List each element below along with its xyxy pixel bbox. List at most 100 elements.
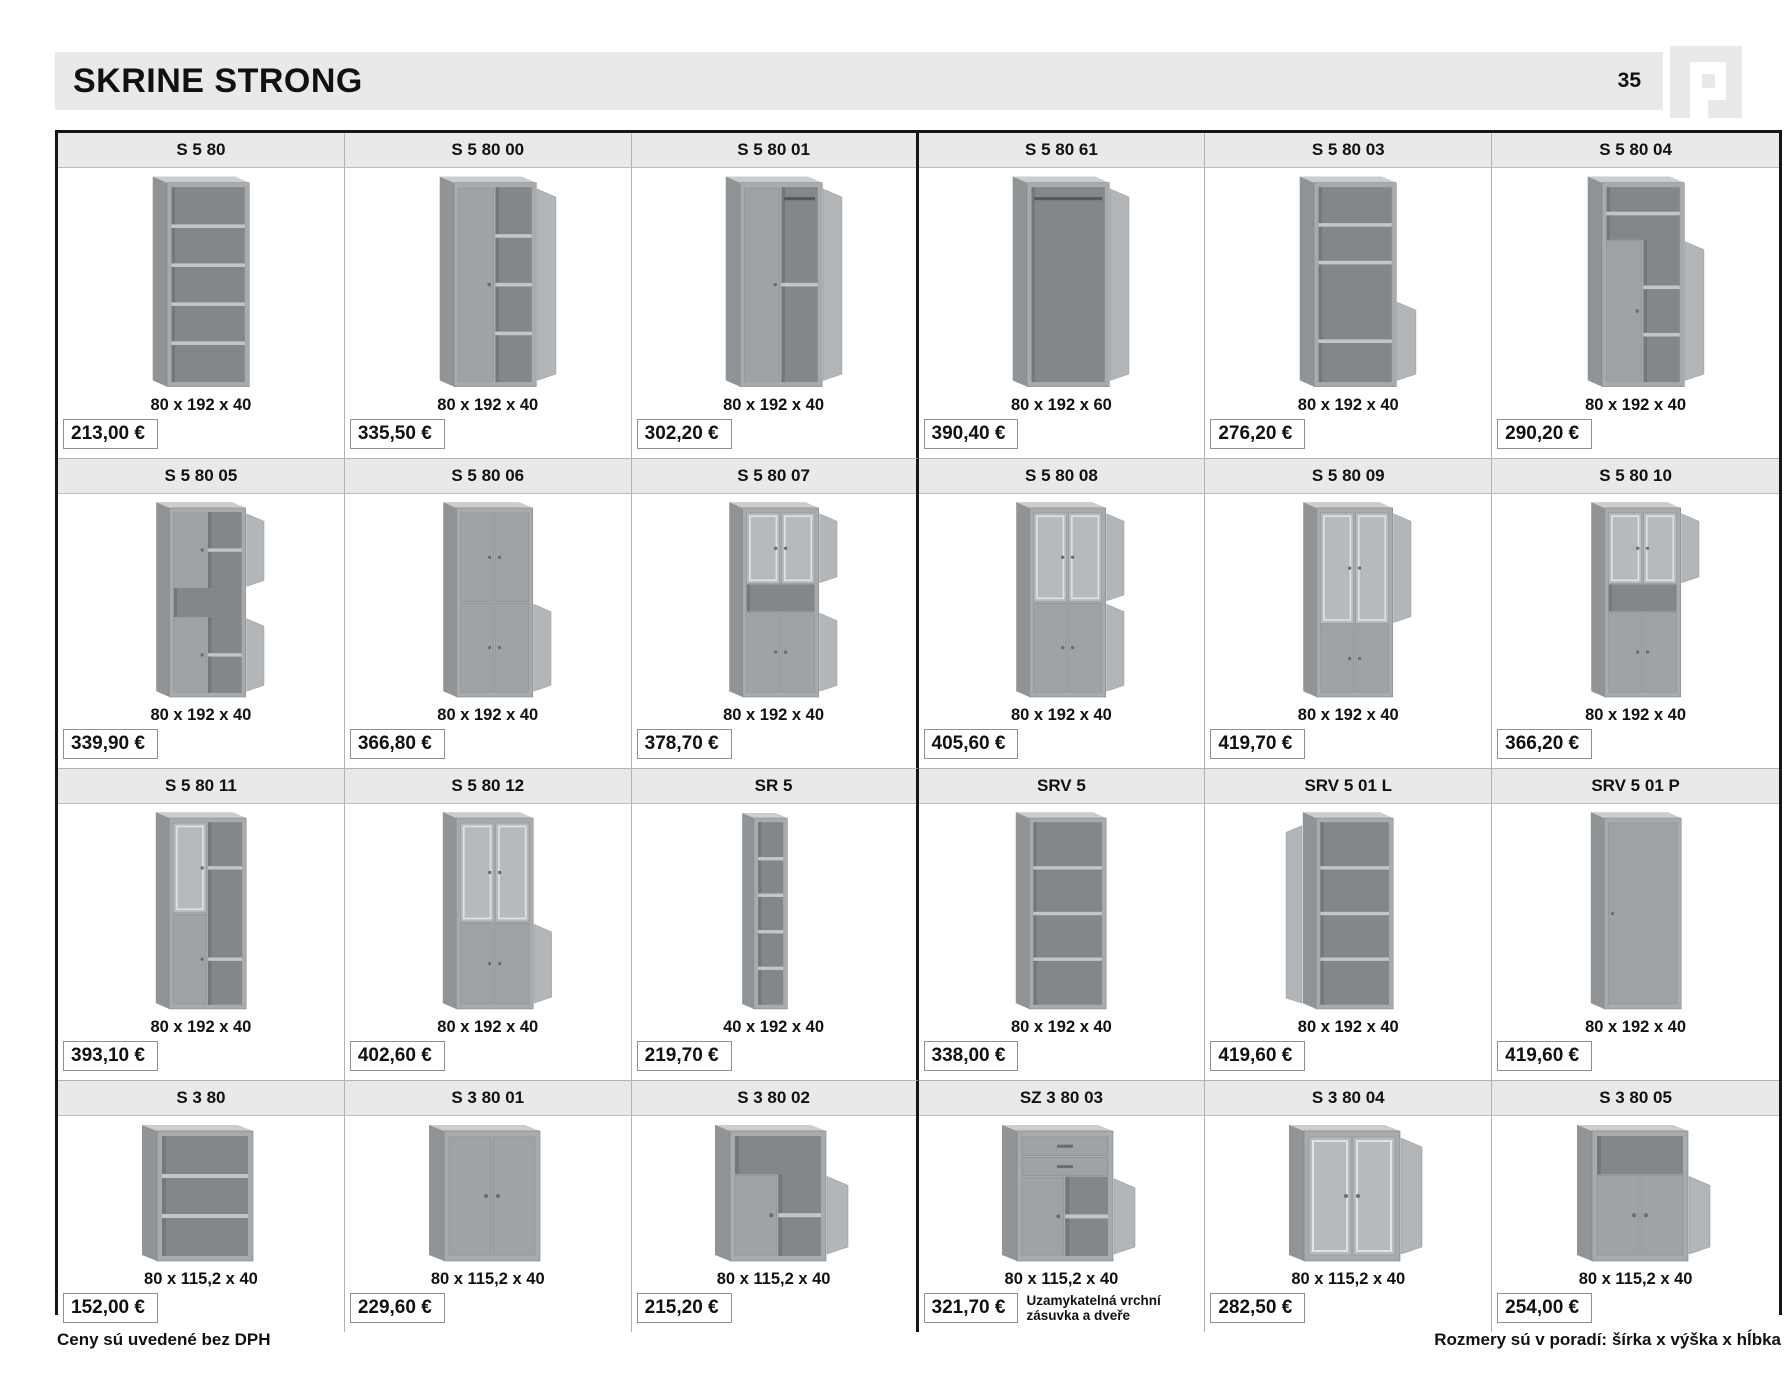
product-cell: S 5 80 08 80 x 192 x 40 405,60 € (918, 459, 1206, 769)
product-dimensions: 80 x 192 x 40 (437, 706, 539, 724)
price-tag: 419,60 € (1210, 1041, 1306, 1071)
price-tag: 229,60 € (349, 1293, 445, 1324)
product-code: SRV 5 (918, 769, 1205, 804)
price-row: 276,20 € (1205, 418, 1491, 458)
product-code: S 3 80 02 (631, 1081, 916, 1116)
product-dimensions: 80 x 192 x 40 (1010, 1018, 1112, 1036)
product-cell: S 5 80 01 80 x 192 x 40 302,20 € (631, 133, 919, 459)
price-tag: 215,20 € (636, 1293, 732, 1324)
cabinet-illustration (345, 168, 631, 394)
cabinet-illustration (919, 168, 1205, 394)
price-row: 393,10 € (58, 1040, 344, 1080)
product-code: S 5 80 10 (1492, 459, 1779, 494)
product-dimensions: 80 x 192 x 40 (1297, 706, 1399, 724)
price-row: 419,60 € (1492, 1040, 1779, 1080)
product-dimensions: 80 x 192 x 40 (723, 706, 825, 724)
product-cell: SR 5 40 x 192 x 40 219,70 € (631, 769, 919, 1081)
product-dimensions: 80 x 192 x 60 (1010, 396, 1112, 414)
product-dimensions: 80 x 192 x 40 (1585, 1018, 1687, 1036)
price-row: 152,00 € (58, 1292, 344, 1332)
product-code: S 5 80 00 (344, 133, 631, 168)
product-cell: S 5 80 06 80 x 192 x 40 366,80 € (344, 459, 632, 769)
product-dimensions: 80 x 192 x 40 (437, 1018, 539, 1036)
cabinet-illustration (1205, 804, 1491, 1016)
price-tag: 335,50 € (349, 419, 445, 449)
product-code: S 5 80 09 (1205, 459, 1492, 494)
product-code: S 3 80 04 (1205, 1081, 1492, 1116)
price-tag: 213,00 € (63, 419, 158, 449)
product-grid: S 5 80 80 x 192 x 40 213,00 € S 5 80 00 … (55, 130, 1782, 1333)
price-tag: 393,10 € (63, 1041, 158, 1071)
price-tag: 405,60 € (923, 729, 1019, 759)
product-dimensions: 80 x 192 x 40 (437, 396, 539, 414)
product-cell: S 5 80 00 80 x 192 x 40 335,50 € (344, 133, 632, 459)
product-code: S 5 80 04 (1492, 133, 1779, 168)
product-cell: SRV 5 01 P 80 x 192 x 40 419,60 € (1492, 769, 1779, 1081)
cabinet-illustration (58, 804, 344, 1016)
price-tag: 276,20 € (1210, 419, 1306, 449)
product-dimensions: 80 x 192 x 40 (150, 1018, 252, 1036)
price-row: 338,00 € (919, 1040, 1205, 1080)
product-dimensions: 80 x 115,2 x 40 (430, 1270, 545, 1289)
cabinet-illustration (919, 1116, 1205, 1268)
brand-logo-p-icon (1670, 46, 1742, 118)
product-cell: S 5 80 04 80 x 192 x 40 290,20 € (1492, 133, 1779, 459)
product-code: S 5 80 (58, 133, 344, 168)
cabinet-illustration (1205, 168, 1491, 394)
cabinet-illustration (632, 1116, 916, 1268)
price-row: 419,70 € (1205, 728, 1491, 768)
price-tag: 152,00 € (63, 1293, 158, 1324)
product-dimensions: 80 x 115,2 x 40 (1291, 1270, 1406, 1289)
price-tag: 366,20 € (1497, 729, 1593, 759)
cabinet-illustration (345, 1116, 631, 1268)
price-row: 405,60 € (919, 728, 1205, 768)
price-tag: 378,70 € (636, 729, 732, 759)
cabinet-illustration (58, 168, 344, 394)
price-tag: 338,00 € (923, 1041, 1019, 1071)
product-dimensions: 80 x 115,2 x 40 (1578, 1270, 1693, 1289)
cabinet-illustration (1205, 1116, 1491, 1268)
product-code: S 3 80 01 (344, 1081, 631, 1116)
cabinet-illustration (345, 494, 631, 704)
price-row: 229,60 € (345, 1292, 631, 1332)
price-tag: 402,60 € (349, 1041, 445, 1071)
cabinet-illustration (1492, 494, 1779, 704)
price-row: 335,50 € (345, 418, 631, 458)
product-code: SRV 5 01 P (1492, 769, 1779, 804)
product-code: SRV 5 01 L (1205, 769, 1492, 804)
product-code: S 5 80 08 (918, 459, 1205, 494)
price-row: 219,70 € (632, 1040, 916, 1080)
product-cell: S 5 80 12 80 x 192 x 40 402,60 € (344, 769, 632, 1081)
price-tag: 282,50 € (1210, 1293, 1306, 1324)
product-code: S 5 80 12 (344, 769, 631, 804)
price-tag: 419,60 € (1497, 1041, 1593, 1071)
product-cell: S 5 80 61 80 x 192 x 60 390,40 € (918, 133, 1206, 459)
product-code: SR 5 (631, 769, 916, 804)
product-dimensions: 80 x 115,2 x 40 (716, 1270, 831, 1289)
product-cell: SRV 5 01 L 80 x 192 x 40 419,60 € (1205, 769, 1493, 1081)
price-row: 378,70 € (632, 728, 916, 768)
product-dimensions: 80 x 192 x 40 (1297, 1018, 1399, 1036)
product-cell: S 3 80 04 80 x 115,2 x 40 282,50 € (1205, 1081, 1493, 1333)
product-dimensions: 80 x 115,2 x 40 (144, 1270, 258, 1289)
price-row: 390,40 € (919, 418, 1205, 458)
price-tag: 254,00 € (1497, 1293, 1593, 1324)
product-dimensions: 80 x 192 x 40 (150, 396, 252, 414)
product-note: Uzamykatelná vrchní zásuvka a dveře (1026, 1293, 1161, 1324)
product-code: S 5 80 07 (631, 459, 916, 494)
price-tag: 321,70 € (923, 1293, 1019, 1324)
product-dimensions: 40 x 192 x 40 (723, 1018, 825, 1036)
product-cell: S 5 80 80 x 192 x 40 213,00 € (58, 133, 345, 459)
price-row: 419,60 € (1205, 1040, 1491, 1080)
cabinet-illustration (345, 804, 631, 1016)
product-dimensions: 80 x 192 x 40 (1010, 706, 1112, 724)
product-cell: S 5 80 03 80 x 192 x 40 276,20 € (1205, 133, 1493, 459)
product-code: S 3 80 05 (1492, 1081, 1779, 1116)
price-row: 213,00 € (58, 418, 344, 458)
product-cell: S 5 80 11 80 x 192 x 40 393,10 € (58, 769, 345, 1081)
product-code: SZ 3 80 03 (918, 1081, 1205, 1116)
product-cell: S 5 80 07 80 x 192 x 40 378,70 € (631, 459, 919, 769)
price-tag: 366,80 € (349, 729, 445, 759)
product-dimensions: 80 x 192 x 40 (1585, 706, 1687, 724)
product-cell: S 5 80 10 80 x 192 x 40 366,20 € (1492, 459, 1779, 769)
